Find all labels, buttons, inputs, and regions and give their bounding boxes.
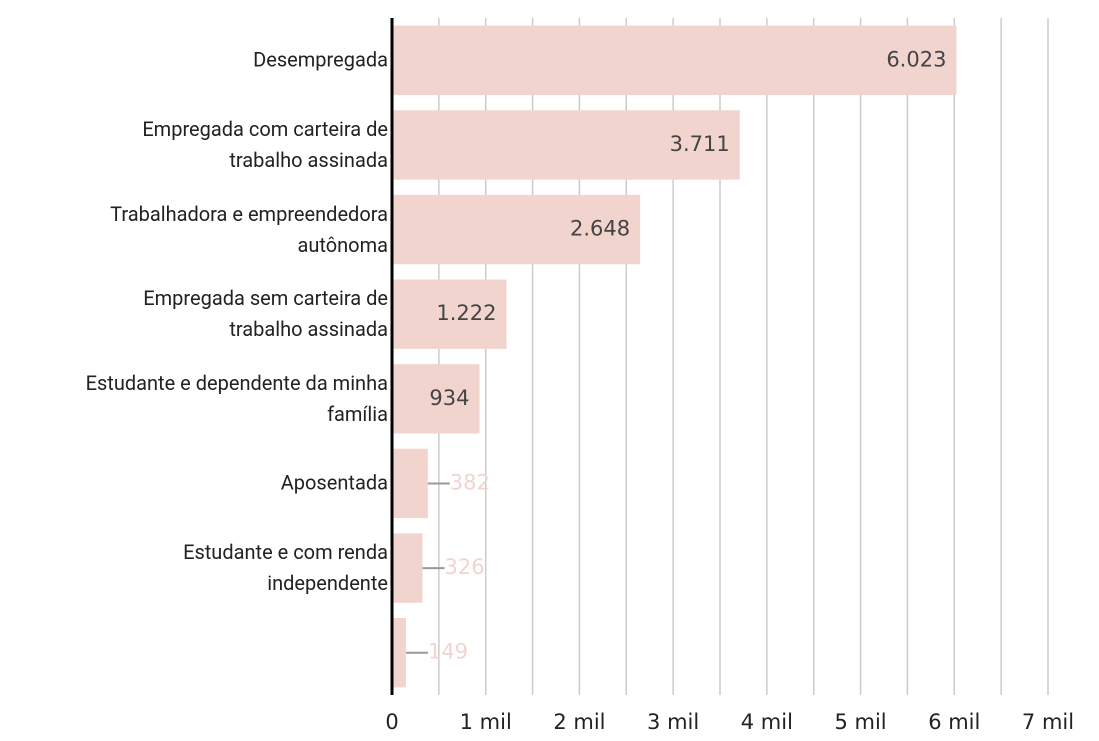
x-tick-label: 6 mil: [928, 710, 980, 734]
bar: [392, 194, 641, 265]
bar: [392, 279, 507, 349]
bar: [392, 364, 480, 434]
y-tick-label: Desempregada: [253, 47, 388, 72]
y-tick-label: Empregada com carteira de trabalho assin…: [142, 116, 388, 172]
value-label: 2.648: [570, 217, 630, 241]
x-tick-label: 0: [385, 710, 398, 734]
value-label: 382: [450, 470, 490, 494]
x-tick-label: 1 mil: [460, 710, 512, 734]
x-tick-label: 3 mil: [647, 710, 699, 734]
x-tick-label: 2 mil: [553, 710, 605, 734]
bar: [392, 110, 740, 180]
y-tick-label: Estudante e dependente da minha família: [85, 370, 388, 426]
bar: [392, 25, 957, 96]
bar: [392, 533, 423, 603]
bar: [392, 617, 406, 688]
value-label: 3.711: [670, 132, 730, 156]
y-tick-label: Aposentada: [280, 470, 388, 495]
value-label: 6.023: [886, 47, 946, 71]
y-tick-label: Empregada sem carteira de trabalho assin…: [143, 286, 388, 342]
y-tick-label: Estudante e com renda independente: [183, 540, 388, 596]
x-tick-label: 7 mil: [1022, 710, 1074, 734]
x-tick-label: 5 mil: [834, 710, 886, 734]
x-tick-label: 4 mil: [741, 710, 793, 734]
value-label: 934: [429, 386, 469, 410]
value-label: 1.222: [436, 301, 496, 325]
bar: [392, 448, 428, 519]
y-tick-label: Trabalhadora e empreendedora autônoma: [110, 201, 388, 257]
value-label: 326: [445, 555, 485, 579]
value-label: 149: [428, 640, 468, 664]
